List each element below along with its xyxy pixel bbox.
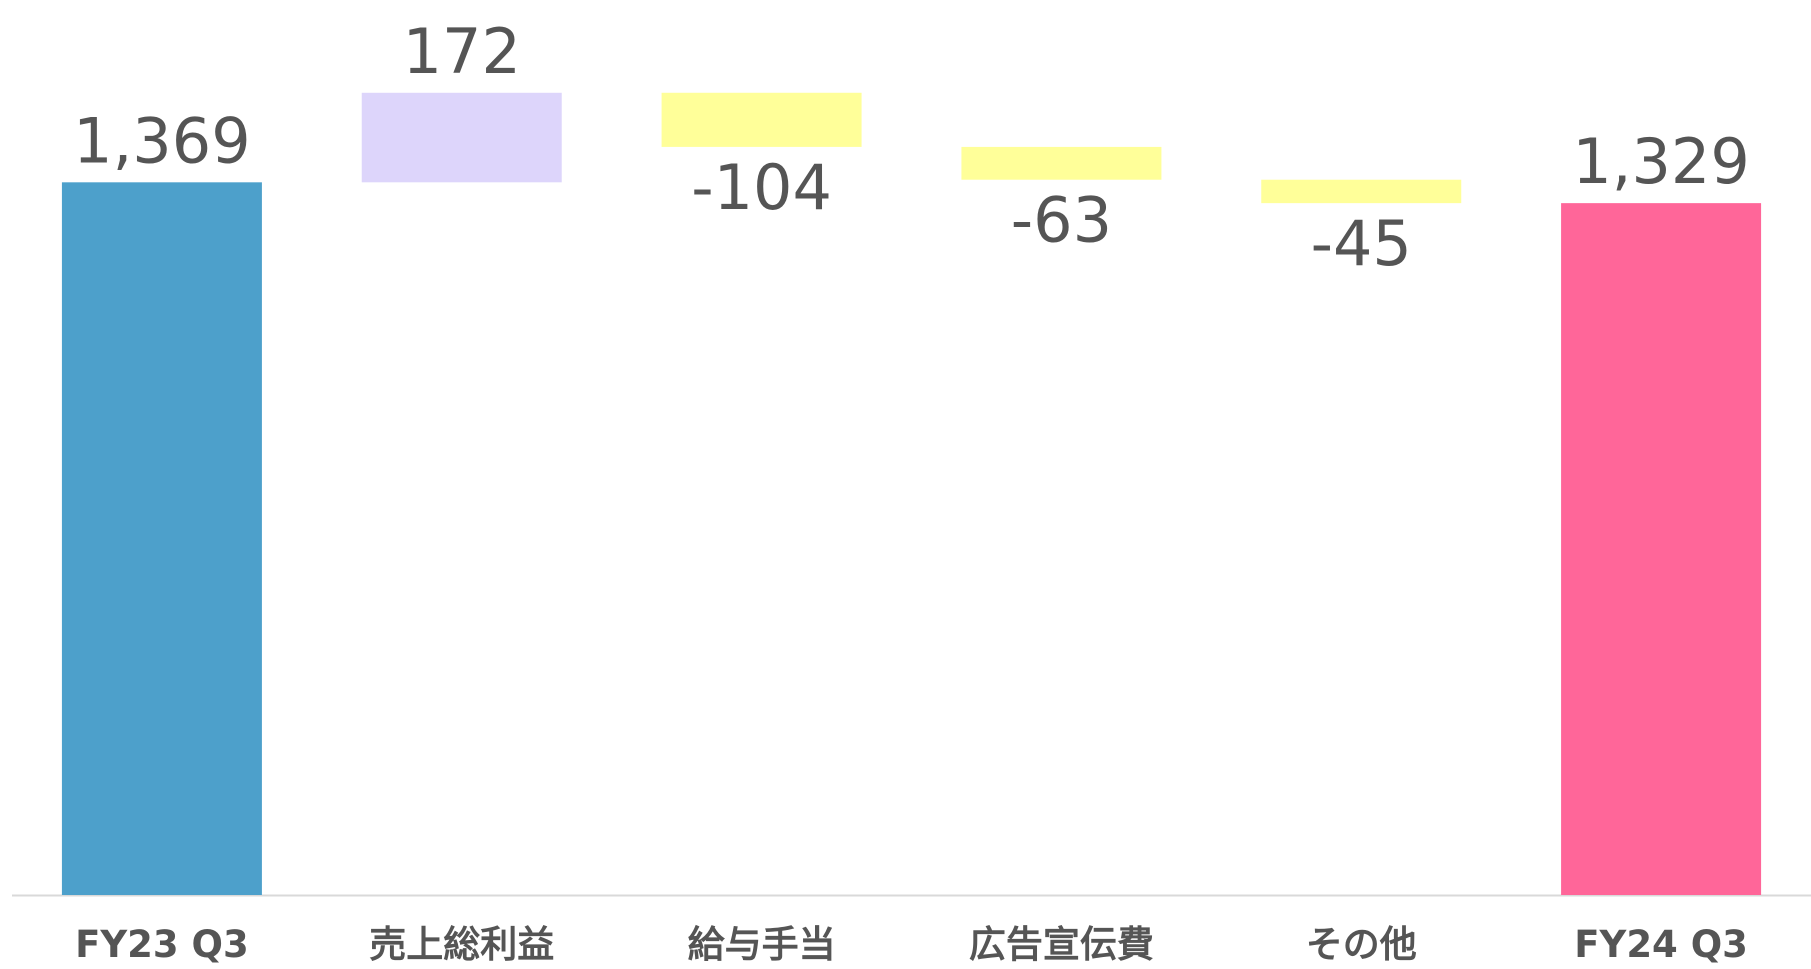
bar	[1561, 203, 1762, 895]
value-label: 172	[403, 15, 521, 88]
bar	[961, 146, 1162, 180]
x-tick-label: その他	[1306, 923, 1417, 966]
x-tick-label: FY23 Q3	[75, 923, 249, 966]
x-tick-label: FY24 Q3	[1574, 923, 1748, 966]
x-tick-label: 広告宣伝費	[969, 923, 1154, 966]
value-label: 1,329	[1572, 125, 1750, 198]
value-label: -63	[1011, 184, 1112, 257]
x-tick-label: 売上総利益	[369, 923, 554, 966]
bar	[61, 182, 262, 896]
value-label: -104	[691, 151, 832, 224]
value-label: -45	[1311, 207, 1412, 280]
bar	[361, 92, 562, 183]
value-label: 1,369	[73, 104, 251, 177]
bar	[661, 92, 862, 147]
bar	[1261, 179, 1462, 204]
x-tick-label: 給与手当	[688, 923, 836, 966]
